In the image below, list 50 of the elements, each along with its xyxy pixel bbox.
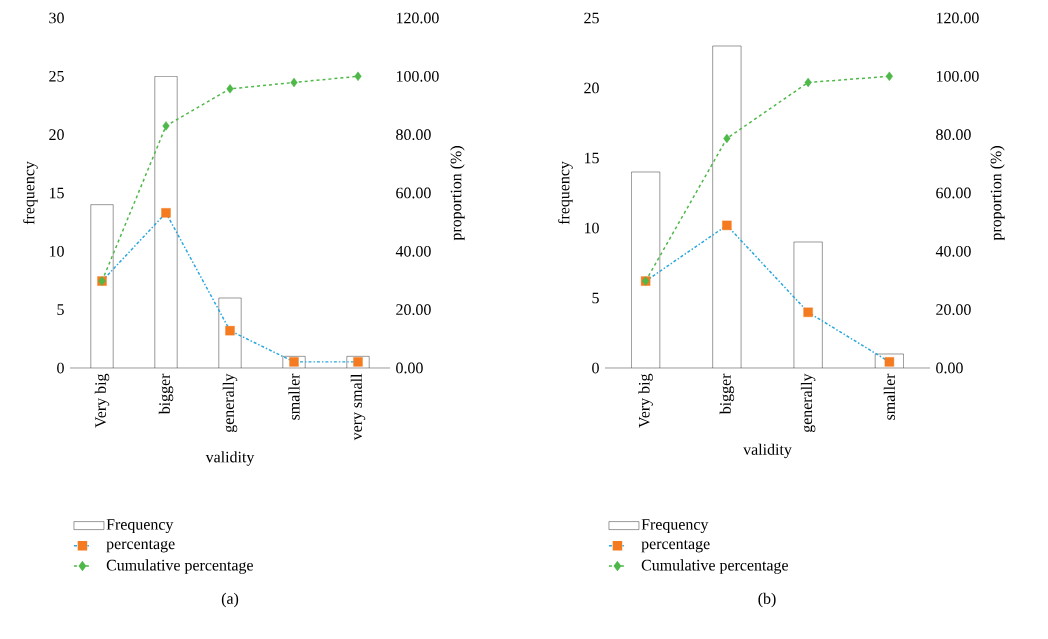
x-axis-title: validity <box>205 451 255 466</box>
legend-label: Cumulative percentage <box>106 559 253 574</box>
y-tick-label: 20 <box>49 129 64 141</box>
y-axis-title: frequency <box>23 161 38 225</box>
y-tick-label: 20 <box>584 82 599 94</box>
x-tick-label: bigger <box>158 373 174 415</box>
y2-tick-label: 40.00 <box>395 245 431 257</box>
y-tick-label: 15 <box>49 187 64 199</box>
y-tick-label: 10 <box>49 245 64 257</box>
y2-tick-label: 120.00 <box>396 12 439 24</box>
x-tick-label: Very big <box>638 373 653 428</box>
y-tick-label: 10 <box>584 222 599 234</box>
y2-tick-label: 80.00 <box>936 129 971 141</box>
y-tick-label: 15 <box>584 152 599 164</box>
y2-tick-label: 60.00 <box>396 187 431 199</box>
x-tick-label: very small <box>350 373 366 441</box>
y-tick-label: 30 <box>49 12 64 24</box>
y2-tick-label: 0.00 <box>936 362 963 374</box>
x-tick-label: Very big <box>94 373 110 428</box>
x-axis-title: validity <box>743 443 792 459</box>
x-tick-label: generally <box>222 373 238 433</box>
y2-tick-label: 100.00 <box>396 70 439 82</box>
text: (a) <box>221 592 239 608</box>
y2-tick-label: 120.00 <box>936 12 979 24</box>
y-tick-label: 25 <box>49 70 64 82</box>
y-tick-label: 0 <box>57 362 64 374</box>
legend-label: Cumulative percentage <box>641 559 788 574</box>
y-axis-title: frequency <box>558 161 573 225</box>
y2-tick-label: 80.00 <box>396 129 431 141</box>
y2-axis-title: proportion (%) <box>450 146 465 241</box>
legend-label: percentage <box>106 540 175 553</box>
x-tick-label: bigger <box>719 373 735 415</box>
x-tick-label: smaller <box>288 373 300 420</box>
text: (b) <box>758 592 776 608</box>
y2-tick-label: 0.00 <box>396 362 423 374</box>
legend-label: Frequency <box>641 519 709 534</box>
y2-tick-label: 20.00 <box>936 304 971 316</box>
y2-tick-label: 60.00 <box>936 187 971 199</box>
y-tick-label: 0 <box>592 362 599 374</box>
legend-label: percentage <box>641 540 710 553</box>
x-tick-label: smaller <box>883 373 895 420</box>
y2-axis-title: proportion (%) <box>990 146 1005 241</box>
x-tick-label: generally <box>800 373 816 433</box>
y2-tick-label: 20.00 <box>396 304 431 316</box>
y-tick-label: 5 <box>592 292 599 304</box>
y2-tick-label: 100.00 <box>936 70 979 82</box>
y-tick-label: 25 <box>584 12 599 24</box>
y2-tick-label: 40.00 <box>935 245 971 257</box>
legend-label: Frequency <box>106 519 174 534</box>
y-tick-label: 5 <box>57 304 64 315</box>
